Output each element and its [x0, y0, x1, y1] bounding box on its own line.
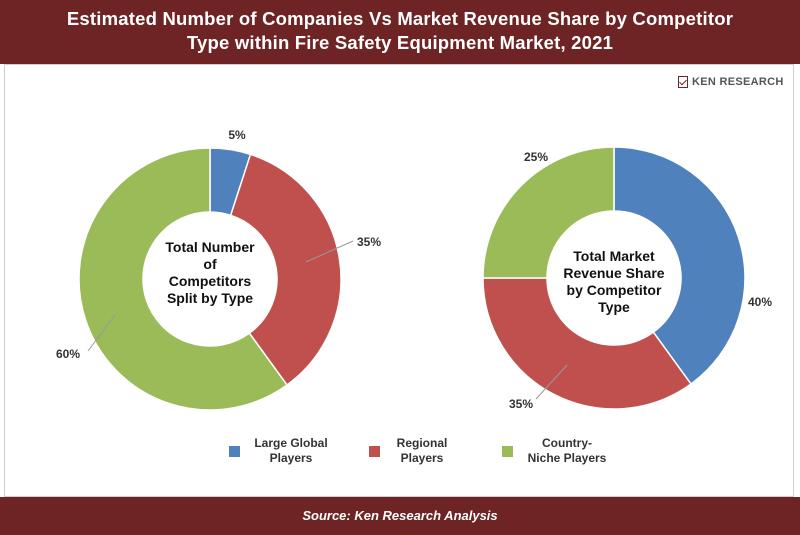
legend-label-regional-2: Players: [400, 451, 444, 465]
donut-2-center-label-line-4: Type: [598, 299, 630, 315]
donut-2-center-label-line-2: Revenue Share: [563, 265, 664, 281]
donut-2-data-label-2: 35%: [509, 397, 533, 411]
legend-item-regional: Regional Players: [386, 436, 458, 466]
donut-1-leader-2: [305, 240, 354, 263]
donut-2-slice-3: [482, 146, 615, 279]
legend-label-country-niche-2: Niche Players: [527, 451, 607, 465]
donut-1-data-label-1: 5%: [228, 128, 246, 142]
legend-swatch-large-global: [229, 446, 240, 457]
logo-text: KEN RESEARCH: [692, 76, 784, 88]
chart-title: Estimated Number of Companies Vs Market …: [0, 0, 800, 64]
donut-1-slice-2: [229, 153, 342, 387]
legend-label-country-niche-1: Country-: [542, 436, 592, 450]
legend-label-regional-1: Regional: [396, 436, 448, 450]
donut-2-slice-1: [613, 146, 746, 386]
legend-item-country-niche: Country- Niche Players: [517, 436, 617, 466]
donut-2-leader-2: [535, 364, 568, 400]
donut-1-center-label-line-4: Split by Type: [167, 290, 253, 306]
legend-item-large-global: Large Global Players: [246, 436, 336, 466]
legend-swatch-country-niche: [502, 446, 513, 457]
donut-1-data-label-3: 60%: [56, 347, 80, 361]
donut-1-leader-3: [87, 314, 116, 352]
legend-label-large-global-2: Players: [269, 451, 313, 465]
donut-1-center-label-line-1: Total Number: [165, 239, 255, 255]
donut-1-center-label-line-2: of: [203, 256, 217, 272]
title-line-1: Estimated Number of Companies Vs Market …: [66, 8, 734, 29]
donut-1-data-label-2: 35%: [357, 235, 381, 249]
legend-swatch-regional: [369, 446, 380, 457]
donut-1-center-label-line-3: Competitors: [169, 273, 252, 289]
legend-label-large-global-1: Large Global: [254, 436, 328, 450]
logo-icon: [678, 76, 688, 88]
donut-2-slice-2: [482, 277, 693, 410]
donut-2-center-label-line-1: Total Market: [573, 248, 655, 264]
source-footer: Source: Ken Research Analysis: [0, 497, 800, 535]
donut-1-slice-3: [78, 147, 289, 411]
ken-research-logo: KEN RESEARCH: [678, 76, 784, 88]
chart-frame: [4, 64, 794, 497]
donut-2-center-label-line-3: by Competitor: [567, 282, 662, 298]
donut-2-data-label-1: 40%: [748, 295, 772, 309]
donut-2-data-label-3: 25%: [524, 150, 548, 164]
title-line-2: Type within Fire Safety Equipment Market…: [186, 32, 614, 53]
